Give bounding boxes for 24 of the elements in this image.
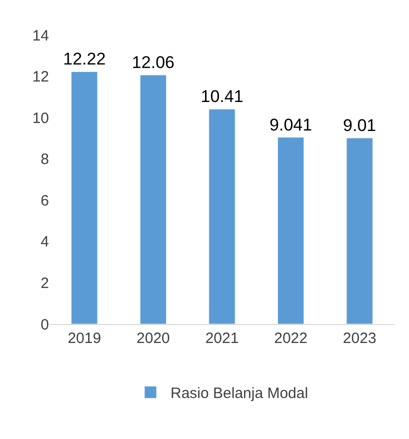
y-tick-label: 0 (40, 316, 49, 334)
data-label: 9.01 (343, 116, 376, 136)
legend-label: Rasio Belanja Modal (170, 385, 308, 402)
y-tick-label: 6 (40, 192, 49, 210)
bar (140, 74, 167, 324)
bar (71, 71, 98, 324)
y-tick-label: 4 (40, 234, 49, 251)
bar (208, 108, 236, 324)
y-tick-label: 2 (40, 274, 49, 292)
bar (346, 138, 373, 324)
x-tick-label: 2023 (342, 330, 376, 347)
x-tick-label: 2022 (274, 330, 308, 347)
data-label: 10.41 (200, 87, 244, 106)
y-tick-label: 10 (32, 110, 49, 127)
x-tick-label: 2021 (205, 330, 239, 347)
x-tick-label: 2019 (68, 330, 102, 347)
y-tick-label: 8 (40, 151, 49, 168)
bar (277, 137, 304, 324)
x-tick-label: 2020 (136, 330, 170, 347)
data-label: 12.06 (132, 53, 174, 72)
y-tick-label: 12 (32, 68, 49, 86)
y-tick-label: 14 (32, 27, 49, 44)
data-label: 12.22 (63, 50, 106, 69)
data-label: 9.041 (270, 115, 312, 134)
